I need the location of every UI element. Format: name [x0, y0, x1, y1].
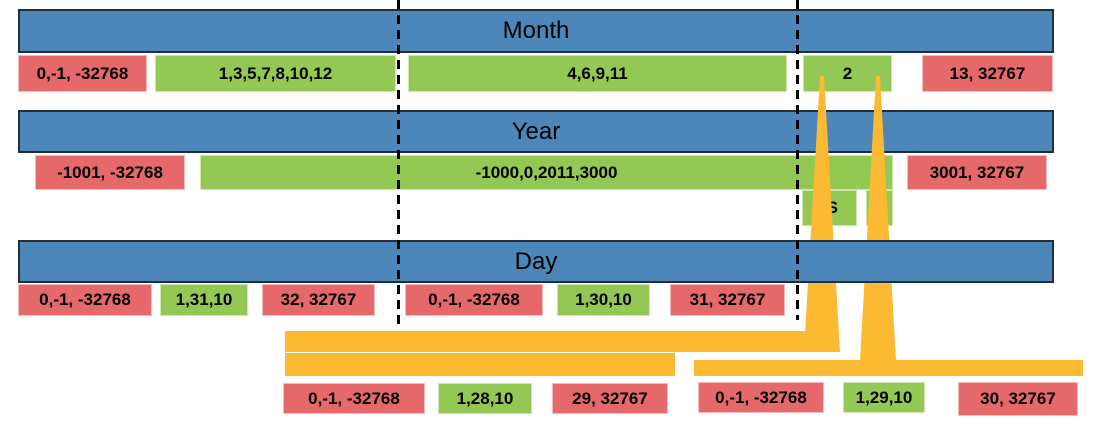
day-class-5-valid: 1,30,10 [557, 284, 650, 316]
month-bar: Month [18, 9, 1054, 53]
pipe-top [285, 331, 838, 352]
day-bar-title: Day [514, 247, 558, 275]
day-class-2-valid: 1,31,10 [160, 284, 248, 316]
month-bar-title: Month [502, 17, 570, 44]
month-class-1-invalid: 0,-1, -32768 [18, 55, 147, 92]
dashed-divider-right [796, 0, 799, 320]
pipe-bottom-right [694, 360, 1083, 376]
year-bar: Year [18, 110, 1054, 153]
dashed-divider-left [397, 0, 400, 328]
day-class-3-invalid: 32, 32767 [262, 284, 375, 316]
february-leap-class-1-invalid: 0,-1, -32768 [698, 382, 824, 413]
february-common-class-1-invalid: 0,-1, -32768 [283, 383, 425, 414]
day-class-1-invalid: 0,-1, -32768 [18, 284, 152, 316]
month-class-2-valid: 1,3,5,7,8,10,12 [155, 55, 396, 92]
month-class-3-valid: 4,6,9,11 [408, 55, 787, 92]
pipe-bottom-left [285, 353, 675, 376]
february-common-class-2-valid: 1,28,10 [438, 383, 532, 414]
year-class-3-invalid: 3001, 32767 [907, 155, 1047, 190]
month-class-5-invalid: 13, 32767 [922, 55, 1053, 92]
year-class-1-invalid: -1001, -32768 [35, 155, 185, 190]
february-leap-class-2-valid: 1,29,10 [843, 382, 925, 413]
year-class-2-valid: -1000,0,2011,3000 [200, 155, 893, 190]
february-common-class-3-invalid: 29, 32767 [552, 383, 668, 414]
year-bar-title: Year [511, 117, 561, 145]
february-leap-class-3-invalid: 30, 32767 [958, 382, 1078, 416]
day-class-4-invalid: 0,-1, -32768 [405, 284, 543, 316]
day-bar: Day [18, 240, 1054, 283]
day-class-6-invalid: 31, 32767 [670, 284, 785, 316]
